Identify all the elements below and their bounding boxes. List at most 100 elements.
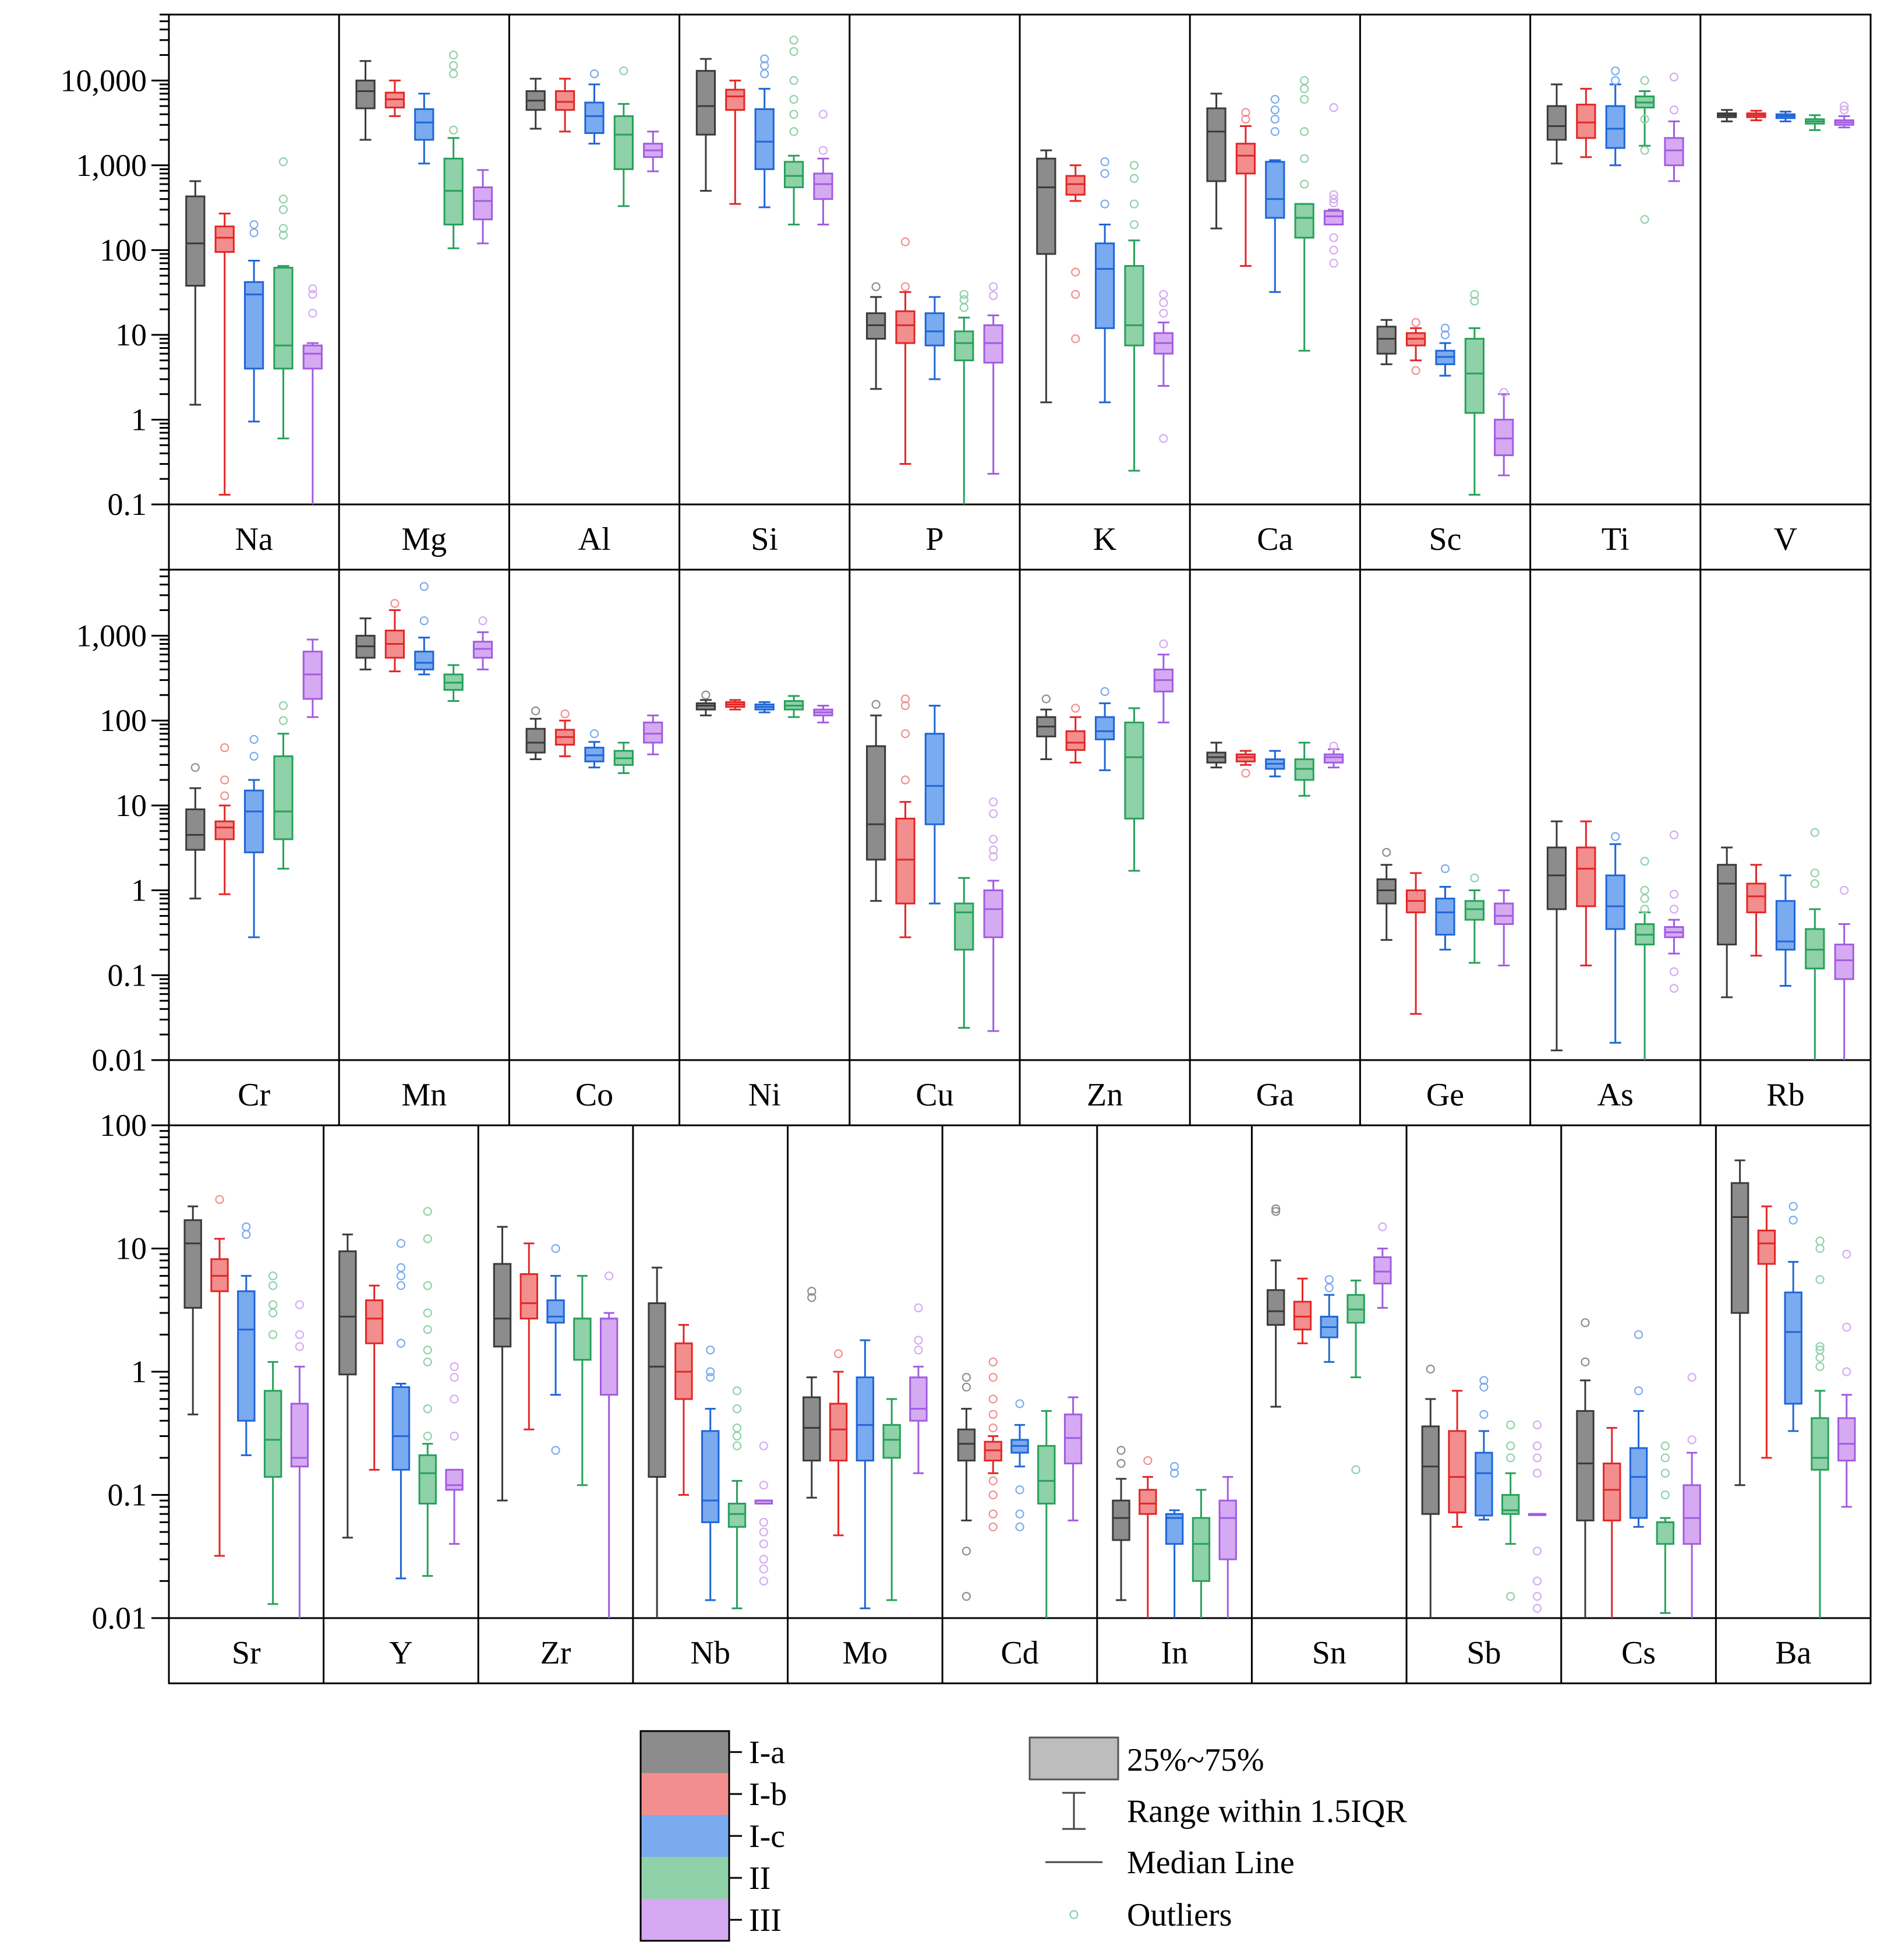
outlier-point xyxy=(295,1300,305,1309)
outlier-point xyxy=(789,36,798,45)
outlier-point xyxy=(1071,704,1080,713)
outlier-point xyxy=(1815,1353,1825,1362)
box-I-b xyxy=(1757,1205,1776,1459)
box-III xyxy=(472,616,493,670)
box-II xyxy=(1294,741,1314,797)
iqr-box xyxy=(1065,175,1086,196)
iqr-box xyxy=(1139,1489,1157,1515)
outlier-point xyxy=(789,76,798,85)
outlier-point xyxy=(989,809,998,818)
iqr-box xyxy=(243,789,264,853)
outlier-point xyxy=(1660,1468,1670,1478)
outlier-point xyxy=(988,1423,998,1433)
outlier-point xyxy=(423,1404,432,1414)
outlier-point xyxy=(789,110,798,119)
legend-swatch-I-c xyxy=(641,1815,729,1857)
outlier-point xyxy=(988,1410,998,1419)
outlier-point xyxy=(220,743,229,753)
iqr-box xyxy=(1323,210,1344,226)
outlier-point xyxy=(1842,1367,1851,1376)
box-I-b xyxy=(1065,164,1086,344)
element-label: Sb xyxy=(1466,1635,1501,1671)
iqr-box xyxy=(1494,418,1514,457)
iqr-box xyxy=(290,1403,309,1468)
outlier-point xyxy=(1611,832,1620,841)
outlier-point xyxy=(807,1287,817,1296)
outlier-point xyxy=(478,616,487,626)
box-III xyxy=(472,169,493,245)
outlier-point xyxy=(1015,1509,1024,1518)
outlier-point xyxy=(423,1345,432,1355)
box-III xyxy=(1834,885,1854,1060)
outlier-point xyxy=(1470,873,1479,882)
outlier-point xyxy=(449,125,458,135)
iqr-box xyxy=(954,330,974,362)
outlier-point xyxy=(732,1404,742,1414)
legend-swatch-III xyxy=(641,1899,729,1941)
box-I-b xyxy=(210,1195,229,1557)
outlier-point xyxy=(962,1592,971,1601)
iqr-box xyxy=(214,225,235,253)
element-label: Si xyxy=(751,521,778,557)
box-I-c xyxy=(1165,1462,1184,1618)
outlier-point xyxy=(706,1345,715,1355)
iqr-box xyxy=(1730,1182,1749,1314)
iqr-box xyxy=(1435,898,1455,936)
legend-label-II: II xyxy=(749,1860,770,1897)
element-label: Zr xyxy=(540,1635,571,1671)
box-I-a xyxy=(1421,1364,1440,1618)
box-I-b xyxy=(895,237,916,465)
outlier-point xyxy=(450,1431,459,1441)
outlier-point xyxy=(589,729,599,739)
box-II xyxy=(1464,873,1484,964)
iqr-box xyxy=(1265,161,1285,219)
box-I-c xyxy=(1784,1202,1802,1432)
outlier-point xyxy=(1810,868,1819,878)
outlier-point xyxy=(1329,259,1338,268)
box-I-a xyxy=(695,690,716,716)
box-II xyxy=(613,66,634,207)
outlier-point xyxy=(551,1244,560,1253)
outlier-point xyxy=(914,1345,923,1355)
outlier-point xyxy=(807,1293,817,1302)
element-label: As xyxy=(1597,1077,1634,1113)
outlier-point xyxy=(1815,1244,1825,1253)
box-I-a xyxy=(338,1233,357,1539)
iqr-box xyxy=(725,89,745,111)
iqr-box xyxy=(954,902,974,951)
box-I-b xyxy=(1235,750,1256,778)
panel-1: 0.1 1 10 100 1,000 10,000 Na Mg Al Si P K Ca Sc Ti V xyxy=(61,13,1872,571)
iqr-box xyxy=(525,728,546,754)
iqr-box xyxy=(1664,137,1684,167)
outlier-point xyxy=(759,1527,768,1537)
iqr-box xyxy=(1494,902,1514,926)
iqr-box xyxy=(414,651,434,670)
box-III xyxy=(909,1303,928,1474)
iqr-box xyxy=(1546,846,1567,910)
box-III xyxy=(754,1441,773,1585)
box-I-c xyxy=(1775,111,1796,122)
element-Ge: Ge xyxy=(1376,847,1514,1113)
box-I-c xyxy=(584,69,605,145)
iqr-box xyxy=(1421,1425,1440,1515)
iqr-box xyxy=(1192,1517,1211,1582)
outlier-point xyxy=(989,845,998,854)
element-Ca: Ca xyxy=(1206,76,1344,557)
outlier-point xyxy=(988,1394,998,1404)
box-I-a xyxy=(183,1205,202,1415)
box-III xyxy=(1494,387,1514,476)
outlier-point xyxy=(1532,1441,1542,1450)
box-I-c xyxy=(237,1222,256,1456)
y-tick-label: 0.1 xyxy=(108,1478,147,1513)
box-II xyxy=(613,741,634,774)
key-median-label: Median Line xyxy=(1127,1845,1295,1881)
outlier-point xyxy=(1640,894,1649,903)
outlier-point xyxy=(1506,1441,1515,1450)
element-label: In xyxy=(1161,1635,1188,1671)
box-III xyxy=(983,282,1003,475)
outlier-point xyxy=(871,282,881,291)
outlier-point xyxy=(760,61,769,70)
outlier-point xyxy=(1669,72,1679,82)
outlier-point xyxy=(1129,161,1139,170)
